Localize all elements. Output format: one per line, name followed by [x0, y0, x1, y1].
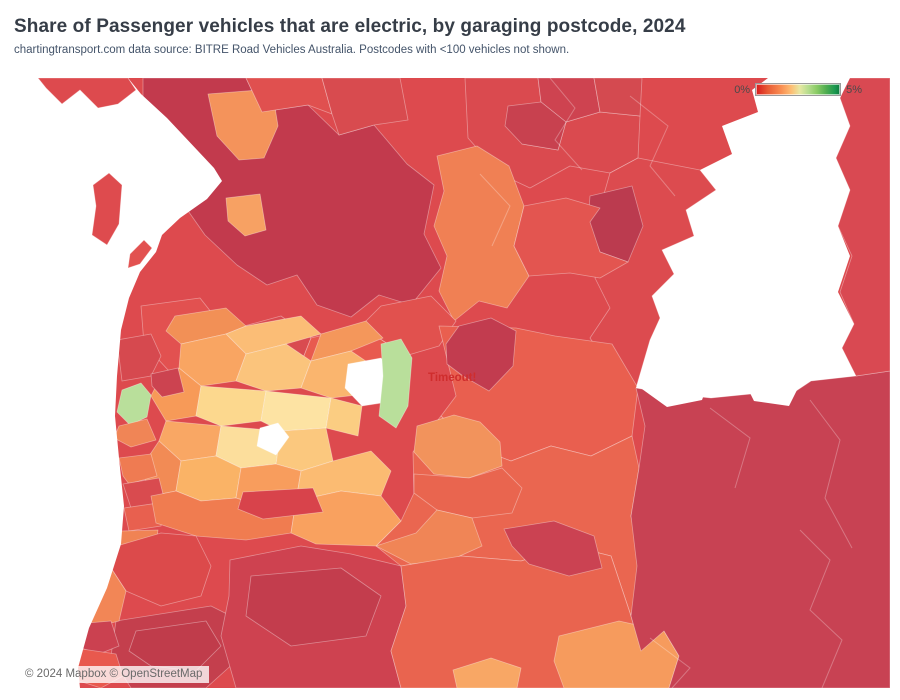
page-subtitle: chartingtransport.com data source: BITRE… [14, 44, 570, 56]
postcode-polygons [10, 78, 890, 688]
map-attribution[interactable]: © 2024 Mapbox © OpenStreetMap [18, 666, 210, 683]
color-legend: 0% 5% [734, 83, 862, 96]
timeout-message: Timeout! [428, 372, 477, 384]
legend-max-label: 5% [846, 83, 862, 96]
legend-min-label: 0% [734, 83, 751, 96]
legend-gradient-bar [755, 83, 842, 96]
page-title: Share of Passenger vehicles that are ele… [14, 16, 686, 37]
choropleth-map-canvas[interactable]: 0% 5% Timeout! © 2024 Mapbox © OpenStree… [10, 78, 890, 688]
